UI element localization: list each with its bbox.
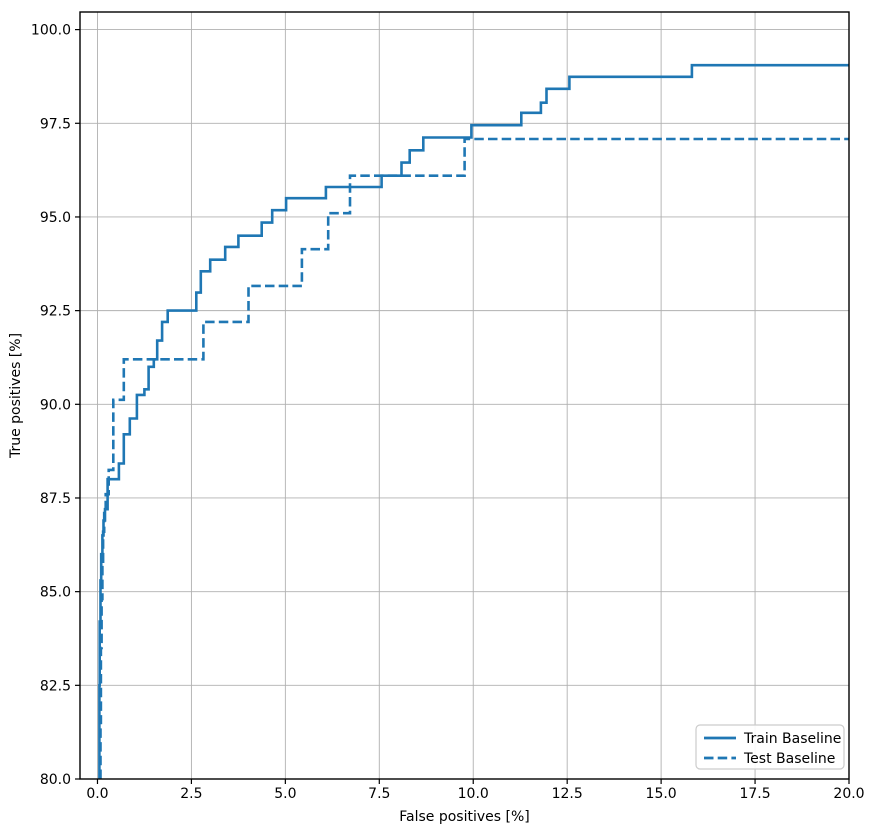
axes-spines (79, 11, 850, 780)
x-tick-label: 7.5 (368, 786, 390, 802)
y-tick-label: 100.0 (31, 23, 71, 39)
y-tick-label: 82.5 (40, 678, 71, 694)
y-tick-label: 90.0 (40, 397, 71, 413)
x-tick-label: 10.0 (458, 786, 489, 802)
x-tick-label: 17.5 (739, 786, 770, 802)
y-tick-label: 85.0 (40, 585, 71, 601)
y-tick-label: 95.0 (40, 210, 71, 226)
y-tick-label: 80.0 (40, 772, 71, 788)
x-tick-label: 20.0 (833, 786, 864, 802)
x-axis-label: False positives [%] (399, 809, 529, 825)
y-axis-label: True positives [%] (8, 333, 24, 459)
x-tick-label: 0.0 (86, 786, 108, 802)
axes-background (80, 12, 849, 779)
x-tick-label: 5.0 (274, 786, 296, 802)
y-tick-label: 97.5 (40, 116, 71, 132)
y-tick-label: 87.5 (40, 491, 71, 507)
legend-test-label: Test Baseline (743, 751, 835, 767)
x-tick-label: 12.5 (552, 786, 583, 802)
legend-train-label: Train Baseline (743, 731, 841, 747)
series-test-line (99, 137, 849, 779)
x-tick-label: 2.5 (180, 786, 202, 802)
y-tick-label: 92.5 (40, 304, 71, 320)
x-tick-label: 15.0 (646, 786, 677, 802)
